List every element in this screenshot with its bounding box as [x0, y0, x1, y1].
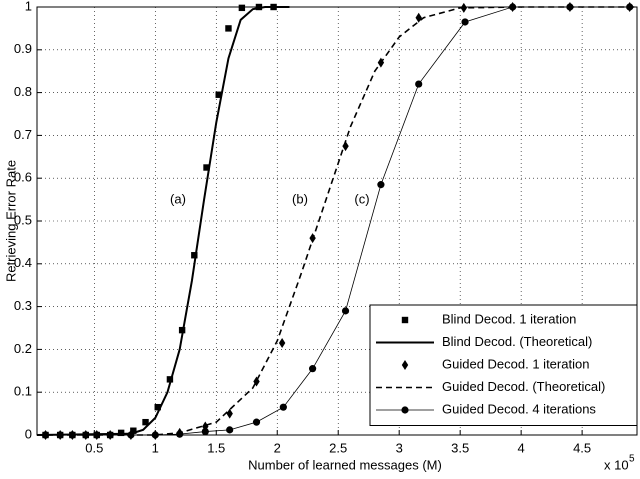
- y-tick-label: 0.7: [14, 127, 32, 142]
- marker: [154, 403, 161, 411]
- marker: [127, 431, 135, 439]
- marker: [201, 427, 209, 436]
- marker: [342, 141, 349, 152]
- x-tick-label: 1.5: [207, 440, 225, 455]
- marker: [415, 12, 422, 23]
- legend-marker: [401, 406, 409, 414]
- legend-label: Guided Decod. 1 iteration: [442, 356, 589, 371]
- x-tick-label: 0.5: [85, 440, 103, 455]
- marker: [106, 431, 114, 439]
- marker: [203, 164, 210, 171]
- y-tick-label: 0.9: [14, 41, 32, 56]
- x-tick-label: 3.5: [451, 440, 469, 455]
- y-tick-label: 0.3: [14, 298, 32, 313]
- marker: [509, 3, 517, 11]
- x-tick-label: 1: [152, 440, 159, 455]
- y-tick-label: 0.4: [14, 255, 32, 270]
- series-line: [37, 6, 637, 436]
- marker: [255, 3, 263, 11]
- marker: [130, 427, 137, 434]
- y-tick-label: 0.6: [14, 170, 32, 185]
- marker: [56, 431, 64, 439]
- marker: [151, 431, 159, 439]
- marker: [238, 4, 246, 12]
- legend-box: [369, 304, 638, 426]
- marker: [377, 181, 385, 189]
- marker: [68, 431, 76, 439]
- marker: [226, 426, 234, 434]
- marker: [176, 430, 184, 438]
- x-tick-label: 2.5: [329, 440, 347, 455]
- annotation: (a): [170, 191, 186, 206]
- x-tick-label: 3: [396, 440, 403, 455]
- marker: [461, 18, 469, 26]
- marker: [279, 403, 287, 411]
- legend-label: Blind Decod. 1 iteration: [442, 311, 576, 326]
- x-axis-title: Number of learned messages (M): [248, 457, 442, 472]
- x-tick-label: 2: [274, 440, 281, 455]
- x-tick-label: 4: [518, 440, 525, 455]
- marker: [82, 431, 90, 439]
- annotation: (c): [354, 191, 369, 206]
- y-tick-label: 0.2: [14, 341, 32, 356]
- legend-label: Guided Decod. 4 iterations: [442, 401, 596, 416]
- y-tick-label: 1: [25, 0, 32, 13]
- series-line: [36, 6, 290, 436]
- y-tick-label: 0: [25, 426, 32, 441]
- legend-marker: [401, 316, 409, 324]
- marker: [215, 91, 222, 98]
- marker: [309, 365, 317, 373]
- marker: [566, 3, 574, 11]
- exponent-power: 5: [629, 454, 635, 465]
- x-tick-label: 4.5: [573, 440, 591, 455]
- marker: [278, 337, 286, 348]
- marker: [341, 307, 350, 315]
- marker: [166, 376, 174, 383]
- marker: [415, 80, 423, 88]
- y-tick-label: 0.8: [14, 84, 32, 99]
- exponent-base: x 10: [604, 457, 629, 472]
- marker: [93, 431, 101, 439]
- marker: [41, 431, 50, 439]
- y-axis-title: Retrieving Error Rate: [3, 160, 18, 282]
- legend-label: Guided Decod. (Theoretical): [442, 379, 605, 394]
- y-tick-label: 0.1: [14, 384, 32, 399]
- annotation: (b): [292, 191, 308, 206]
- plot-frame: [36, 6, 638, 436]
- marker: [252, 418, 261, 426]
- marker: [626, 3, 634, 11]
- legend-label: Blind Decod. (Theoretical): [442, 334, 592, 349]
- y-tick-label: 0.5: [14, 212, 32, 227]
- marker: [191, 252, 198, 259]
- marker: [225, 25, 232, 32]
- marker: [142, 418, 149, 426]
- legend-marker: [401, 360, 409, 370]
- marker: [226, 408, 233, 419]
